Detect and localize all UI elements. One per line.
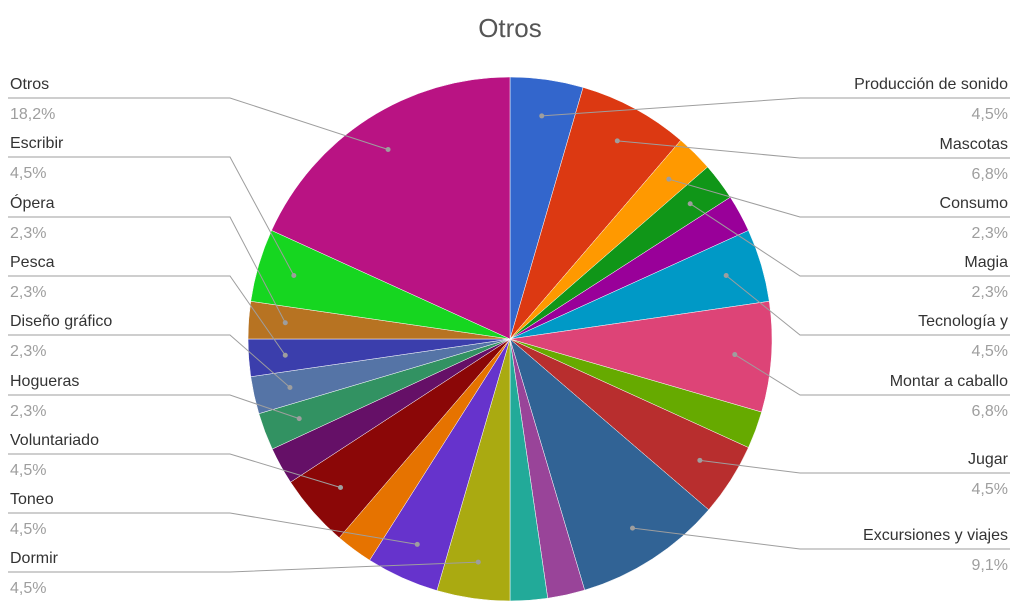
slice-label: Jugar bbox=[968, 451, 1009, 468]
pie-slice bbox=[509, 300, 773, 413]
leader-dot bbox=[697, 457, 703, 463]
leader-line bbox=[8, 453, 341, 488]
slice-value-label: 2,3% bbox=[10, 403, 46, 420]
slice-value-label: 6,8% bbox=[972, 166, 1008, 183]
slice-label: Diseño gráfico bbox=[10, 313, 112, 330]
slice-label: Montar a caballo bbox=[890, 373, 1008, 390]
slice-value-label: 9,1% bbox=[972, 557, 1008, 574]
leader-dot bbox=[723, 272, 729, 278]
leader-dot bbox=[666, 176, 672, 182]
leader-line bbox=[541, 97, 1010, 117]
slice-value-label: 4,5% bbox=[10, 580, 46, 597]
leader-dot bbox=[614, 138, 620, 144]
leader-line bbox=[725, 275, 1010, 336]
chart-title: Otros bbox=[478, 13, 542, 43]
slice-value-label: 18,2% bbox=[10, 106, 55, 123]
slice-value-label: 4,5% bbox=[10, 165, 46, 182]
slice-value-label: 2,3% bbox=[10, 225, 46, 242]
leader-dot bbox=[630, 525, 636, 531]
leader-line bbox=[668, 178, 1010, 218]
slice-value-label: 4,5% bbox=[10, 521, 46, 538]
leader-dot bbox=[539, 113, 545, 119]
leader-dot bbox=[282, 320, 288, 326]
leader-line bbox=[8, 394, 300, 420]
slice-label: Pesca bbox=[10, 254, 55, 271]
leader-dot bbox=[414, 541, 420, 547]
slice-value-label: 4,5% bbox=[972, 481, 1008, 498]
slice-label: Voluntariado bbox=[10, 432, 99, 449]
leader-line bbox=[8, 561, 479, 573]
leader-dot bbox=[475, 559, 481, 565]
leader-dot bbox=[385, 147, 391, 153]
leader-line bbox=[734, 354, 1010, 396]
slice-value-label: 4,5% bbox=[10, 462, 46, 479]
slice-label: Producción de sonido bbox=[854, 76, 1008, 93]
slice-label: Magia bbox=[964, 254, 1008, 271]
leader-dot bbox=[687, 201, 693, 207]
slice-label: Ópera bbox=[10, 193, 55, 212]
leader-dot bbox=[296, 416, 302, 422]
slice-value-label: 2,3% bbox=[972, 225, 1008, 242]
slice-value-label: 2,3% bbox=[972, 284, 1008, 301]
leader-dot bbox=[291, 272, 297, 278]
leader-line bbox=[8, 216, 286, 323]
leader-line bbox=[689, 203, 1010, 277]
slice-label: Hogueras bbox=[10, 373, 79, 390]
slice-label: Toneo bbox=[10, 491, 54, 508]
slice-value-label: 4,5% bbox=[972, 106, 1008, 123]
slice-value-label: 2,3% bbox=[10, 284, 46, 301]
slice-value-label: 4,5% bbox=[972, 343, 1008, 360]
leader-line bbox=[8, 512, 418, 545]
leader-line bbox=[632, 527, 1010, 550]
slice-label: Excursiones y viajes bbox=[863, 527, 1008, 544]
leader-line bbox=[8, 334, 291, 388]
pie-slice bbox=[271, 76, 511, 340]
leader-line bbox=[8, 275, 286, 356]
slice-label: Otros bbox=[10, 76, 49, 93]
slice-value-label: 6,8% bbox=[972, 403, 1008, 420]
slice-label: Tecnología y bbox=[918, 313, 1008, 330]
leader-dot bbox=[338, 484, 344, 490]
slice-label: Escribir bbox=[10, 135, 64, 152]
slice-label: Dormir bbox=[10, 550, 59, 567]
leader-dot bbox=[282, 352, 288, 358]
leader-line bbox=[617, 140, 1010, 159]
leader-line bbox=[8, 156, 295, 276]
pie-slice bbox=[509, 338, 710, 591]
slice-value-label: 2,3% bbox=[10, 343, 46, 360]
leader-line bbox=[699, 459, 1010, 474]
leader-line bbox=[8, 97, 389, 150]
pie-slice bbox=[509, 87, 682, 340]
slice-label: Mascotas bbox=[940, 136, 1008, 153]
leader-dot bbox=[732, 352, 738, 358]
slice-label: Consumo bbox=[940, 195, 1009, 212]
leader-dot bbox=[287, 384, 293, 390]
